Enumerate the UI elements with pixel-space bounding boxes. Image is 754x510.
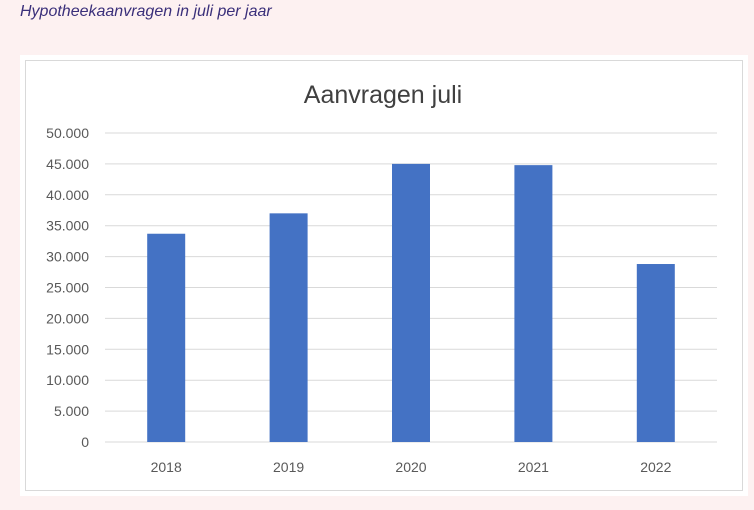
bar-2019 (269, 213, 308, 442)
y-tick-label: 15.000 (46, 341, 89, 357)
bar-2022 (636, 264, 675, 442)
y-tick-label: 0 (81, 434, 89, 450)
chart-title: Aanvragen juli (304, 81, 462, 109)
chart-caption: Hypotheekaanvragen in juli per jaar (20, 3, 272, 20)
y-tick-label: 35.000 (46, 218, 89, 234)
bar-2021 (514, 165, 553, 443)
x-tick-label-2020: 2020 (395, 459, 426, 475)
bars (147, 163, 675, 443)
bar-2018 (147, 233, 186, 442)
y-tick-label: 10.000 (46, 372, 89, 388)
bar-2020 (392, 163, 430, 442)
y-tick-label: 50.000 (46, 125, 89, 141)
x-tick-label-2018: 2018 (151, 459, 182, 475)
x-tick-label-2022: 2022 (640, 459, 671, 475)
y-tick-label: 40.000 (46, 187, 89, 203)
chart-container (20, 55, 748, 496)
x-tick-label-2021: 2021 (518, 459, 549, 475)
y-tick-label: 5.000 (54, 403, 89, 419)
y-axis-tick-labels: 0 5.000 10.000 15.000 20.000 25.000 30.000 35.0… (46, 125, 89, 450)
y-tick-label: 30.000 (46, 249, 89, 265)
x-axis-tick-labels: 2018 2019 2020 2021 2022 (151, 459, 672, 475)
y-tick-label: 45.000 (46, 156, 89, 172)
y-tick-label: 25.000 (46, 280, 89, 296)
x-tick-label-2019: 2019 (273, 459, 304, 475)
y-tick-label: 20.000 (46, 310, 89, 326)
